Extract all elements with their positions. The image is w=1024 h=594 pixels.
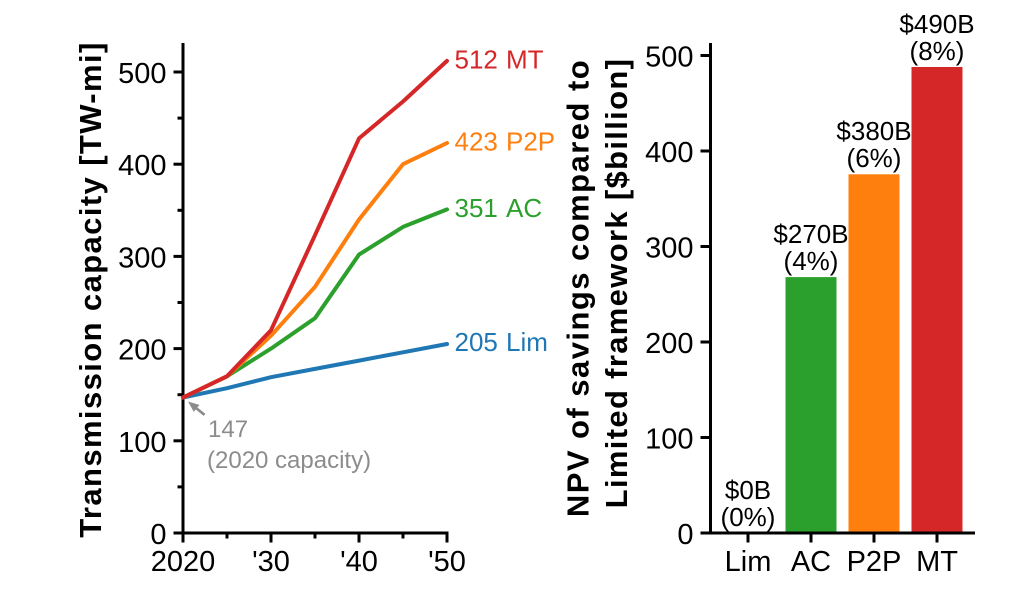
svg-text:Limited framework [$billion]: Limited framework [$billion] [599,58,634,509]
svg-text:300: 300 [645,233,693,265]
svg-text:500: 500 [118,58,166,90]
svg-text:205: 205 [455,327,498,357]
svg-text:'30: '30 [252,546,290,578]
svg-text:(8%): (8%) [910,36,965,66]
svg-text:$490B: $490B [899,9,974,39]
svg-text:100: 100 [118,427,166,459]
svg-text:AC: AC [506,193,542,223]
svg-text:300: 300 [118,242,166,274]
svg-text:Lim: Lim [725,546,772,578]
svg-text:100: 100 [645,424,693,456]
svg-text:'50: '50 [428,546,466,578]
svg-text:$0B: $0B [725,475,771,505]
svg-text:500: 500 [645,42,693,74]
svg-text:(6%): (6%) [847,143,902,173]
svg-text:400: 400 [118,150,166,182]
svg-text:$270B: $270B [773,219,848,249]
svg-text:'40: '40 [340,546,378,578]
svg-text:P2P: P2P [506,127,555,157]
svg-text:(4%): (4%) [784,246,839,276]
svg-text:NPV of savings compared to: NPV of savings compared to [560,59,595,517]
svg-text:0: 0 [677,519,693,551]
svg-text:Transmission capacity [TW-mi]: Transmission capacity [TW-mi] [73,41,108,537]
svg-text:AC: AC [791,546,831,578]
svg-text:MT: MT [506,45,544,75]
svg-text:(0%): (0%) [721,502,776,532]
svg-text:Lim: Lim [506,327,548,357]
svg-text:$380B: $380B [836,116,911,146]
svg-text:200: 200 [645,328,693,360]
svg-text:423: 423 [455,127,498,157]
svg-text:351: 351 [455,193,498,223]
svg-text:200: 200 [118,335,166,367]
svg-text:400: 400 [645,137,693,169]
svg-text:0: 0 [150,519,166,551]
svg-text:P2P: P2P [847,546,902,578]
svg-text:2020: 2020 [151,546,216,578]
svg-text:512: 512 [455,45,498,75]
svg-text:(2020 capacity): (2020 capacity) [207,447,371,474]
svg-text:147: 147 [208,416,248,443]
svg-text:MT: MT [916,546,958,578]
